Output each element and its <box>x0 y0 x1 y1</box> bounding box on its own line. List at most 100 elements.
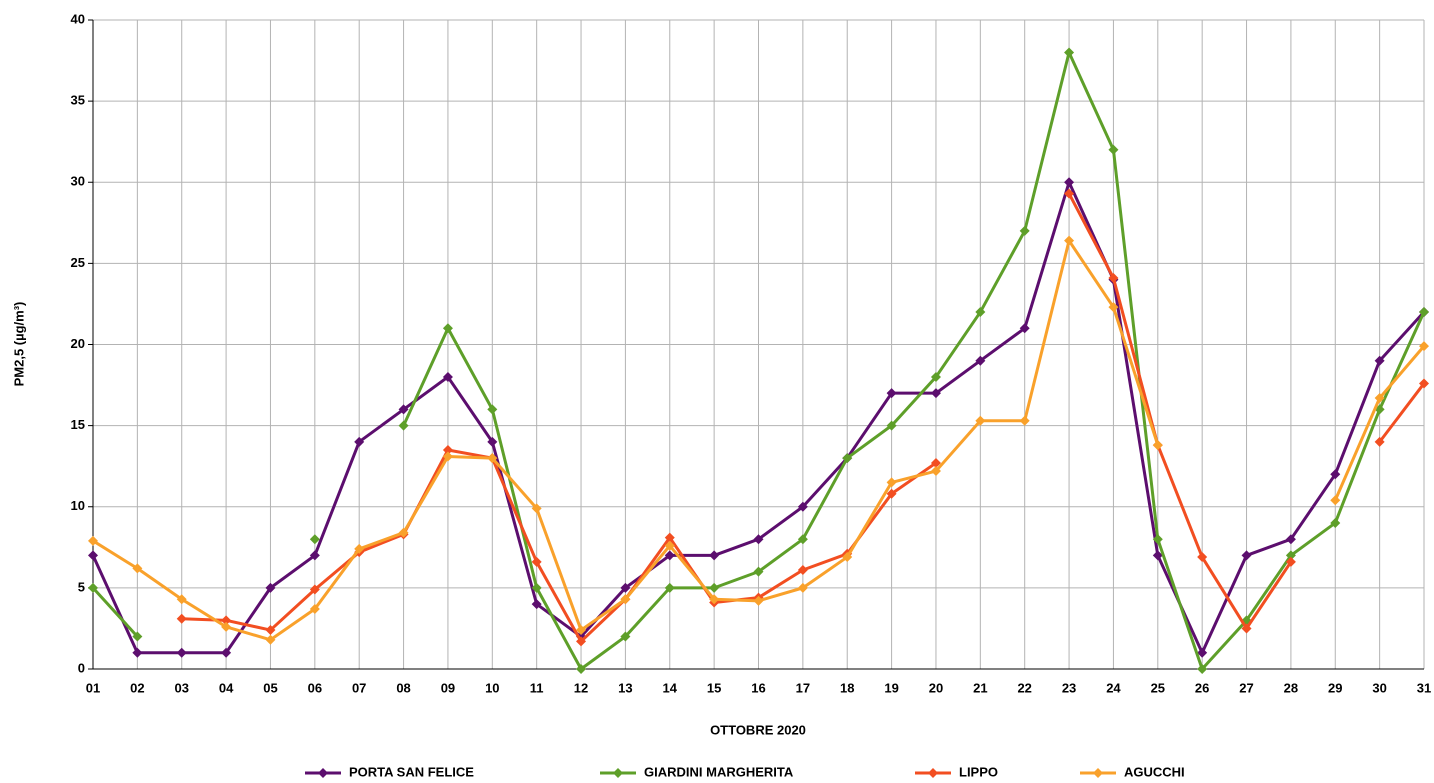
point-marker <box>753 566 764 577</box>
x-tick-label: 07 <box>352 680 366 695</box>
point-marker <box>531 503 542 514</box>
point-marker <box>88 550 98 561</box>
point-marker <box>709 594 720 605</box>
y-tick-label: 25 <box>71 255 85 270</box>
point-marker <box>1108 302 1119 313</box>
point-marker <box>176 594 187 605</box>
y-tick-label: 35 <box>71 93 85 108</box>
y-tick-label: 20 <box>71 336 85 351</box>
point-marker <box>797 501 808 512</box>
point-marker <box>132 647 143 658</box>
point-marker <box>309 534 320 545</box>
x-tick-label: 03 <box>174 680 188 695</box>
point-marker <box>709 550 720 561</box>
point-marker <box>620 594 631 605</box>
point-marker <box>1064 177 1075 188</box>
x-tick-label: 13 <box>618 680 632 695</box>
point-marker <box>88 582 98 593</box>
point-marker <box>620 631 631 642</box>
point-marker <box>1197 552 1208 563</box>
point-marker <box>842 552 853 563</box>
point-marker <box>797 565 808 576</box>
y-tick-label: 30 <box>71 174 85 189</box>
x-tick-label: 04 <box>219 680 234 695</box>
x-tick-label: 30 <box>1372 680 1386 695</box>
point-marker <box>930 388 941 399</box>
x-tick-label: 02 <box>130 680 144 695</box>
point-marker <box>265 582 276 593</box>
x-tick-label: 24 <box>1106 680 1121 695</box>
point-marker <box>265 634 276 645</box>
point-marker <box>1330 495 1341 506</box>
point-marker <box>664 582 675 593</box>
x-tick-label: 25 <box>1151 680 1165 695</box>
point-marker <box>176 613 187 624</box>
legend-marker <box>613 768 623 778</box>
y-axis-title: PM2,5 (µg/m³) <box>11 302 26 387</box>
x-tick-label: 10 <box>485 680 499 695</box>
point-marker <box>753 595 764 606</box>
x-tick-label: 12 <box>574 680 588 695</box>
point-marker <box>930 371 941 382</box>
point-marker <box>1374 355 1385 366</box>
point-marker <box>1241 550 1252 561</box>
x-tick-label: 28 <box>1284 680 1298 695</box>
point-marker <box>531 599 542 610</box>
point-marker <box>1374 436 1385 447</box>
point-marker <box>1197 647 1208 658</box>
point-marker <box>797 534 808 545</box>
point-marker <box>309 584 320 595</box>
point-marker <box>176 647 187 658</box>
point-marker <box>930 466 941 477</box>
point-marker <box>1019 323 1030 334</box>
point-marker <box>221 621 232 632</box>
point-marker <box>1152 550 1163 561</box>
point-marker <box>1285 550 1296 561</box>
x-tick-label: 06 <box>308 680 322 695</box>
point-marker <box>221 647 232 658</box>
point-marker <box>1064 235 1075 246</box>
point-marker <box>132 631 143 642</box>
point-marker <box>487 404 498 415</box>
point-marker <box>487 453 498 464</box>
x-tick-label: 20 <box>929 680 943 695</box>
legend-marker <box>1093 768 1103 778</box>
legend-marker <box>318 768 328 778</box>
x-tick-label: 01 <box>86 680 100 695</box>
point-marker <box>1285 534 1296 545</box>
point-marker <box>1152 534 1163 545</box>
point-marker <box>1108 144 1119 155</box>
point-marker <box>1419 341 1429 352</box>
point-marker <box>664 540 675 551</box>
point-marker <box>398 420 409 431</box>
point-marker <box>1064 47 1075 58</box>
point-marker <box>398 404 409 415</box>
y-tick-label: 0 <box>78 660 85 675</box>
point-marker <box>531 582 542 593</box>
point-marker <box>309 603 320 614</box>
point-marker <box>753 534 764 545</box>
point-marker <box>886 488 897 499</box>
point-marker <box>309 550 320 561</box>
x-tick-label: 23 <box>1062 680 1076 695</box>
y-tick-label: 5 <box>78 579 85 594</box>
point-marker <box>1108 272 1119 283</box>
series-line <box>91 50 1426 671</box>
point-marker <box>442 323 453 334</box>
point-marker <box>709 582 720 593</box>
x-tick-label: 16 <box>751 680 765 695</box>
x-tick-label: 15 <box>707 680 721 695</box>
point-marker <box>1419 307 1429 318</box>
point-marker <box>886 388 897 399</box>
point-marker <box>930 457 941 468</box>
point-marker <box>886 477 897 488</box>
point-marker <box>576 664 587 674</box>
series-line <box>181 192 1426 643</box>
point-marker <box>1197 664 1208 674</box>
legend-label: AGUCCHI <box>1124 764 1185 779</box>
x-tick-label: 11 <box>530 680 544 695</box>
point-marker <box>132 563 143 574</box>
x-tick-label: 19 <box>884 680 898 695</box>
point-marker <box>620 582 631 593</box>
legend-label: PORTA SAN FELICE <box>349 764 474 779</box>
